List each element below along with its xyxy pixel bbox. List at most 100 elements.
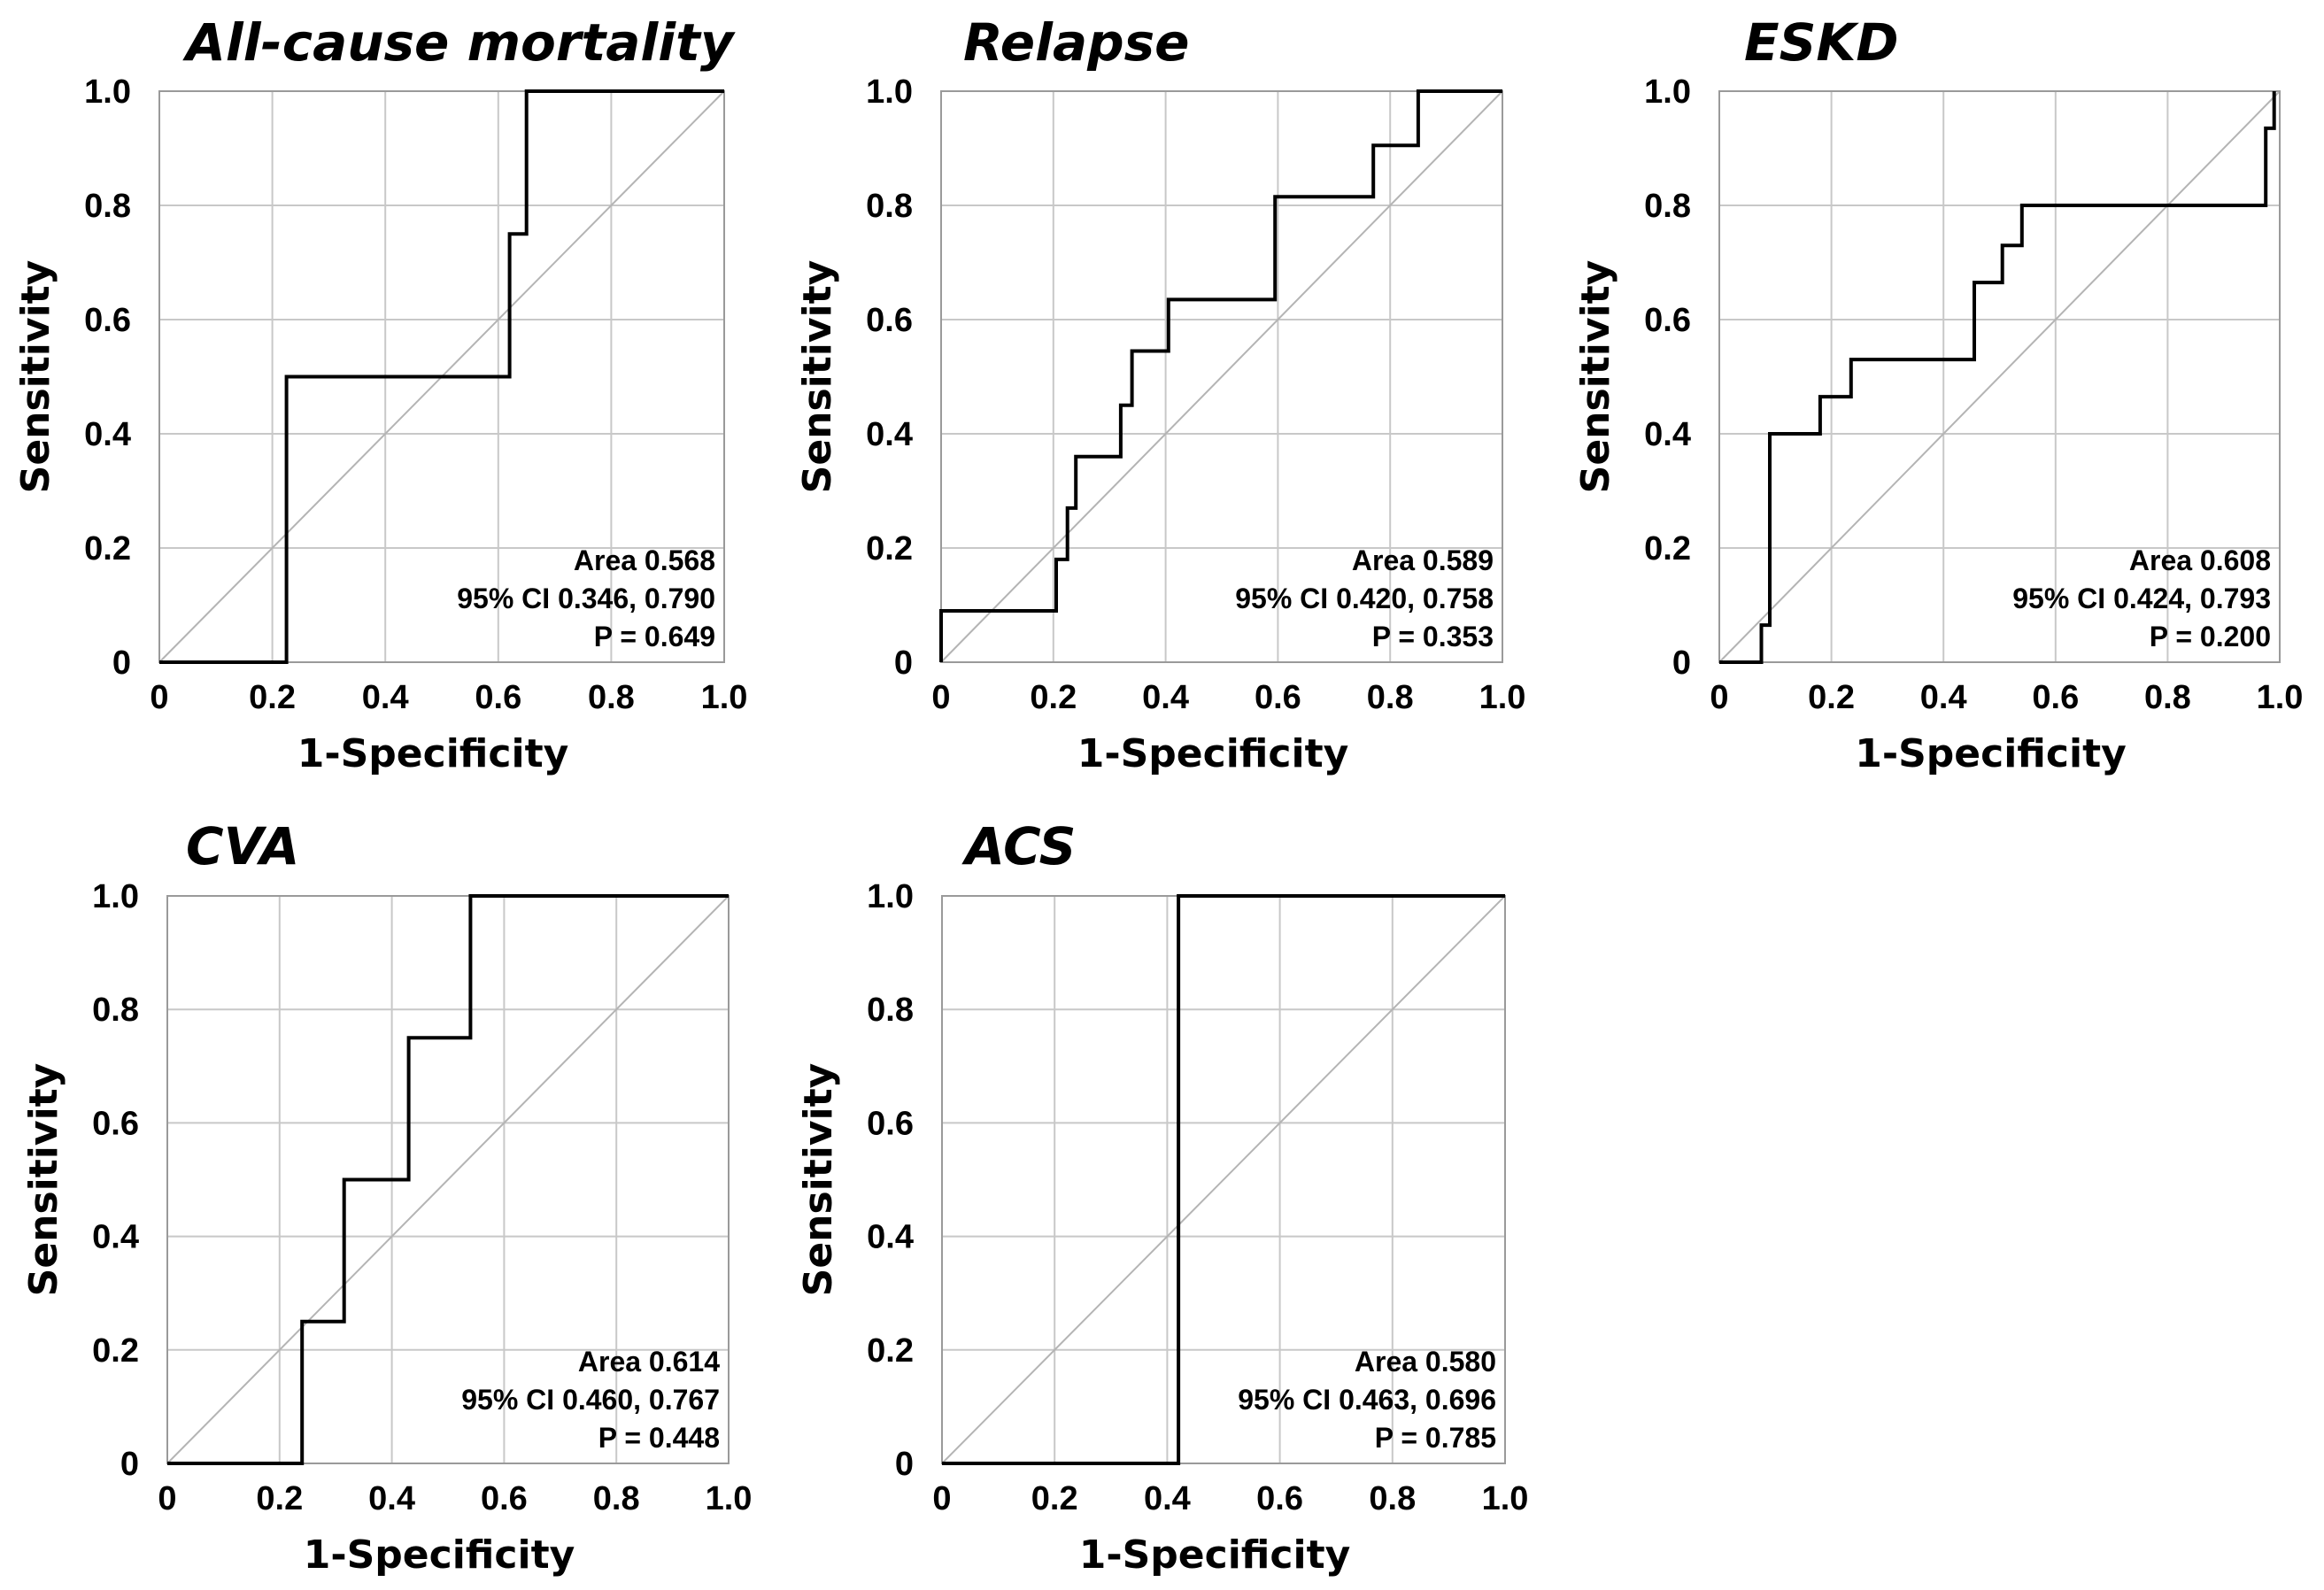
x-tick-label: 0.6 (1256, 1480, 1303, 1517)
roc-curve (942, 894, 1505, 1465)
x-tick-label: 1.0 (2257, 679, 2304, 716)
x-axis-label: 1-Specificity (1855, 731, 2127, 776)
x-tick-label: 0.4 (1142, 679, 1189, 716)
x-tick-label: 0.2 (256, 1480, 303, 1517)
y-tick-label: 1.0 (867, 878, 914, 915)
y-tick-label: 0.8 (1644, 188, 1691, 225)
y-tick-label: 0.8 (867, 992, 914, 1029)
x-tick-label: 0.6 (1255, 679, 1301, 716)
stat-annotation: P = 0.785 (1375, 1422, 1496, 1454)
panel-acs: 0 0.2 0.4 0.6 0.8 1.0 0 0.2 0.4 0.6 0.8 1.0 ACS 1-Spe… (796, 816, 1528, 1578)
y-tick-label: 0.4 (866, 416, 913, 453)
y-tick-label: 0.2 (92, 1332, 139, 1370)
panel-cva: 0 0.2 0.4 0.6 0.8 1.0 0 0.2 0.4 0.6 0.8 1.0 CVA 1-Spe… (21, 816, 752, 1578)
y-tick-label: 1.0 (92, 878, 139, 915)
x-axis-label: 1-Specificity (1079, 1532, 1351, 1578)
y-tick-label: 0.4 (84, 416, 131, 453)
stat-annotation: P = 0.448 (598, 1422, 720, 1454)
stat-annotation: 95% CI 0.460, 0.767 (461, 1384, 720, 1416)
x-tick-label: 0 (931, 679, 950, 716)
stat-annotation: 95% CI 0.420, 0.758 (1235, 583, 1494, 614)
y-tick-label: 0 (895, 1446, 914, 1483)
stat-annotation: 95% CI 0.346, 0.790 (457, 583, 715, 614)
x-tick-label: 0.4 (1144, 1480, 1191, 1517)
y-tick-label: 0.6 (92, 1105, 139, 1142)
roc-curve (1719, 91, 2276, 664)
panel-title: ACS (961, 816, 1076, 876)
y-tick-label: 0.6 (867, 1105, 914, 1142)
stat-annotation: 95% CI 0.463, 0.696 (1238, 1384, 1496, 1416)
roc-curve (159, 89, 724, 664)
x-tick-label: 0.2 (1031, 1480, 1078, 1517)
y-tick-label: 0.2 (867, 1332, 914, 1370)
stat-annotation: P = 0.200 (2150, 621, 2271, 652)
panel-title: Relapse (963, 12, 1190, 73)
y-axis-label: Sensitivity (1573, 260, 1618, 494)
y-tick-label: 0 (1672, 644, 1691, 682)
panel-all-cause-mortality: 0 0.2 0.4 0.6 0.8 1.0 0 0.2 0.4 0.6 0.8 1.0 All-caus… (13, 12, 747, 776)
x-tick-label: 0.2 (1030, 679, 1077, 716)
y-axis-label: Sensitivity (796, 1063, 841, 1297)
panel-title: All-cause mortality (182, 12, 736, 73)
plot-frame (1718, 90, 2281, 663)
x-tick-label: 0.6 (2032, 679, 2079, 716)
reference-diagonal-line (941, 895, 1506, 1464)
stat-annotation: P = 0.353 (1372, 621, 1494, 652)
reference-diagonal-line (1718, 90, 2281, 663)
x-tick-label: 1.0 (701, 679, 748, 716)
plot-frame (158, 90, 725, 663)
x-axis-label: 1-Specificity (1077, 731, 1349, 776)
x-tick-label: 0.8 (593, 1480, 640, 1517)
x-tick-label: 0.4 (368, 1480, 415, 1517)
stat-annotation: Area 0.614 (578, 1346, 720, 1378)
stat-annotation: Area 0.608 (2129, 544, 2271, 576)
y-tick-label: 0 (120, 1446, 139, 1483)
x-tick-label: 0 (932, 1480, 951, 1517)
plot-frame (166, 895, 730, 1464)
x-axis-label: 1-Specificity (297, 731, 569, 776)
y-tick-label: 0.6 (1644, 302, 1691, 339)
y-tick-label: 0.8 (92, 992, 139, 1029)
x-tick-label: 1.0 (706, 1480, 753, 1517)
y-axis-label: Sensitivity (13, 260, 58, 494)
x-tick-label: 0.8 (1369, 1480, 1416, 1517)
x-tick-label: 0.4 (1920, 679, 1967, 716)
reference-diagonal-line (940, 90, 1503, 663)
y-tick-label: 1.0 (84, 73, 131, 111)
roc-curve (167, 894, 729, 1465)
x-tick-label: 1.0 (1482, 1480, 1529, 1517)
x-tick-label: 0.6 (481, 1480, 528, 1517)
y-tick-label: 0.6 (866, 302, 913, 339)
y-tick-label: 0 (112, 644, 131, 682)
x-axis-label: 1-Specificity (304, 1532, 575, 1578)
x-tick-label: 0.8 (2144, 679, 2191, 716)
y-tick-label: 0.8 (866, 188, 913, 225)
y-tick-label: 1.0 (1644, 73, 1691, 111)
y-axis-label: Sensitivity (21, 1063, 66, 1297)
x-tick-label: 0.4 (362, 679, 409, 716)
stat-annotation: Area 0.589 (1352, 544, 1494, 576)
x-tick-label: 0.6 (475, 679, 521, 716)
x-tick-label: 0.2 (1808, 679, 1855, 716)
y-tick-label: 0 (894, 644, 913, 682)
y-tick-label: 0.2 (84, 530, 131, 567)
x-tick-label: 0 (1710, 679, 1728, 716)
y-tick-label: 0.6 (84, 302, 131, 339)
reference-diagonal-line (166, 895, 730, 1464)
stat-annotation: Area 0.580 (1355, 1346, 1496, 1378)
x-tick-label: 0 (158, 1480, 176, 1517)
y-tick-label: 0.8 (84, 188, 131, 225)
x-tick-label: 0.8 (588, 679, 635, 716)
x-tick-label: 0.8 (1367, 679, 1414, 716)
x-tick-label: 1.0 (1479, 679, 1526, 716)
roc-curve (939, 89, 1502, 662)
y-tick-label: 1.0 (866, 73, 913, 111)
x-tick-label: 0.2 (249, 679, 296, 716)
y-tick-label: 0.4 (1644, 416, 1691, 453)
stat-annotation: P = 0.649 (594, 621, 715, 652)
y-tick-label: 0.2 (1644, 530, 1691, 567)
panel-title: ESKD (1744, 12, 1898, 73)
panel-relapse: 0 0.2 0.4 0.6 0.8 1.0 0 0.2 0.4 0.6 0.8 1.0 Relapse 1… (795, 12, 1525, 776)
y-tick-label: 0.4 (867, 1219, 914, 1256)
